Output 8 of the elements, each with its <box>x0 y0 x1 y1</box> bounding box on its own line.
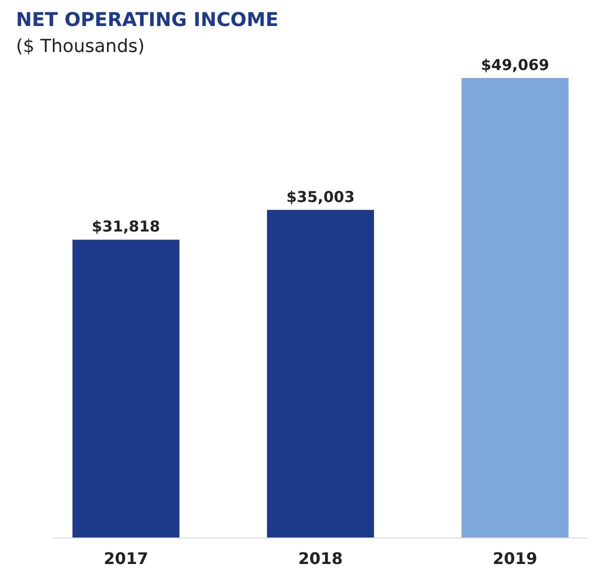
x-tick-label: 2017 <box>104 549 148 568</box>
data-label: $31,818 <box>92 218 160 236</box>
x-tick-label: 2018 <box>298 549 343 568</box>
data-label: $49,069 <box>480 56 550 74</box>
chart-subtitle: ($ Thousands) <box>16 36 145 57</box>
data-label: $35,003 <box>286 188 355 206</box>
x-tick-label: 2019 <box>492 549 538 568</box>
chart-title: NET OPERATING INCOME <box>16 9 278 31</box>
